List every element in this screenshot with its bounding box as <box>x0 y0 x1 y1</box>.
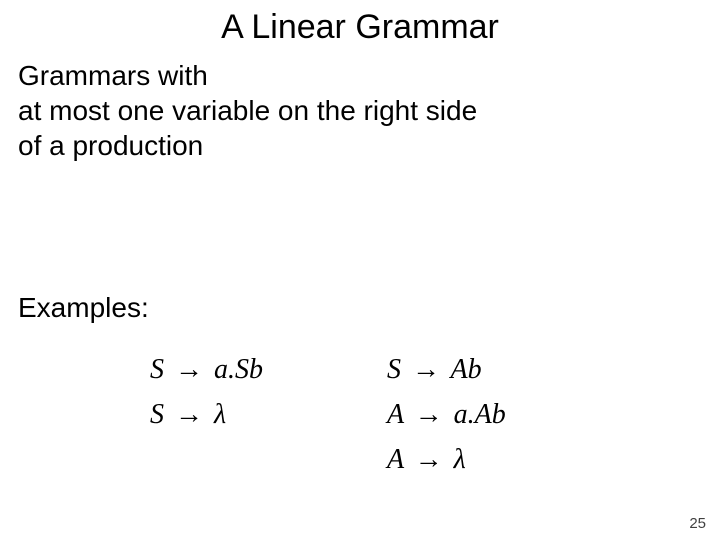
arrow-icon: → <box>171 393 207 438</box>
lhs-symbol: S <box>150 354 164 385</box>
production-rule: S → a.Sb <box>150 348 380 393</box>
body-text: Grammars with at most one variable on th… <box>18 58 702 163</box>
rhs-symbol: a.Ab <box>454 399 506 430</box>
lhs-symbol: S <box>150 399 164 430</box>
grammar-column-2: S → Ab A → a.Ab A → λ <box>387 348 587 482</box>
slide-title: A Linear Grammar <box>0 8 720 47</box>
production-rule: S → Ab <box>387 348 587 393</box>
lhs-symbol: A <box>387 444 404 475</box>
arrow-icon: → <box>408 348 444 393</box>
production-rule: A → λ <box>387 438 587 483</box>
body-line: Grammars with <box>18 58 702 93</box>
grammar-column-1: S → a.Sb S → λ <box>150 348 380 438</box>
production-rule: A → a.Ab <box>387 393 587 438</box>
arrow-icon: → <box>171 348 207 393</box>
rhs-symbol: Ab <box>451 354 482 385</box>
arrow-icon: → <box>411 393 447 438</box>
rhs-lambda: λ <box>214 399 226 430</box>
grammar-formulas: S → a.Sb S → λ S → Ab A → a.Ab A <box>150 348 587 482</box>
arrow-icon: → <box>411 438 447 483</box>
examples-label: Examples: <box>18 292 149 324</box>
rhs-symbol: a.Sb <box>214 354 263 385</box>
rhs-lambda: λ <box>454 444 466 475</box>
body-line: of a production <box>18 128 702 163</box>
lhs-symbol: S <box>387 354 401 385</box>
body-line: at most one variable on the right side <box>18 93 702 128</box>
lhs-symbol: A <box>387 399 404 430</box>
slide: A Linear Grammar Grammars with at most o… <box>0 0 720 540</box>
page-number: 25 <box>689 515 706 532</box>
production-rule: S → λ <box>150 393 380 438</box>
